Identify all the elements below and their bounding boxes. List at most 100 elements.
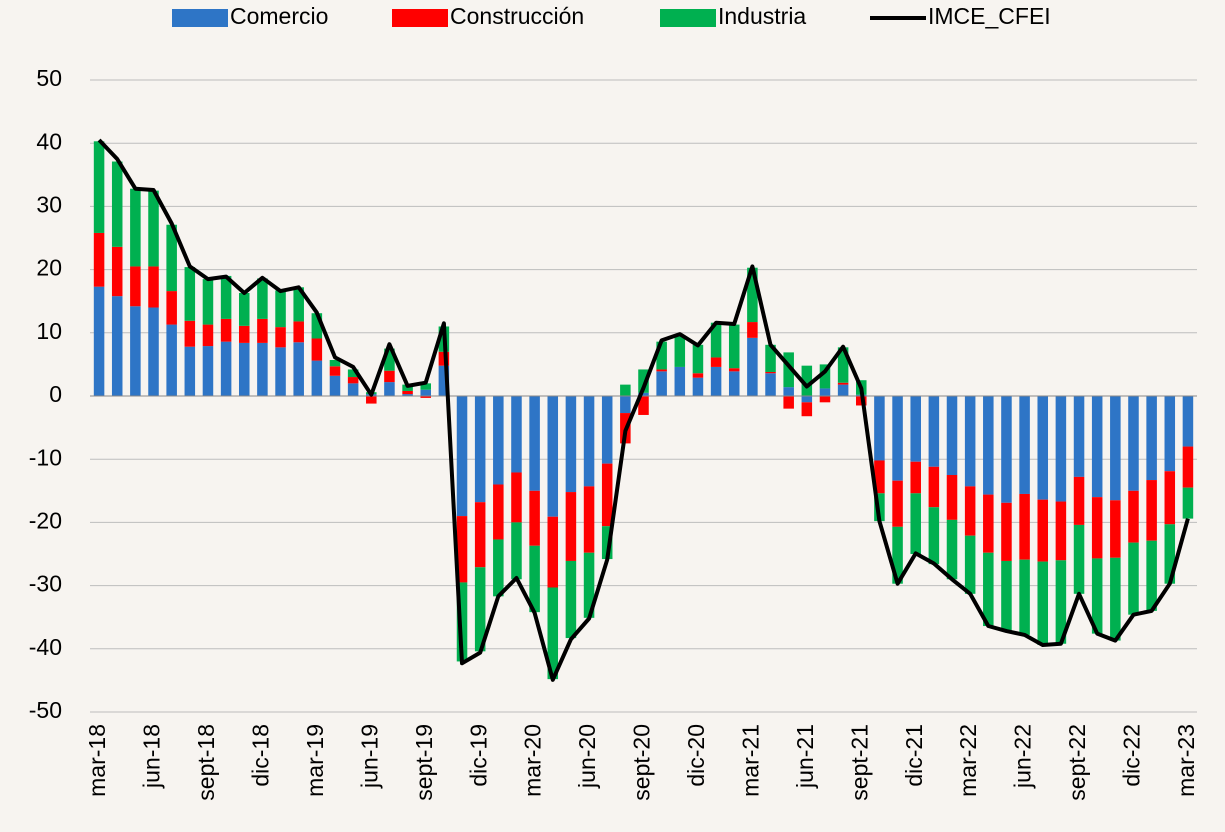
bar: [202, 279, 214, 325]
x-tick-label: jun-19: [356, 724, 382, 789]
bar: [910, 461, 921, 494]
bar: [529, 490, 540, 546]
bar: [1019, 396, 1030, 494]
bar: [474, 567, 486, 652]
y-tick-label: 10: [36, 318, 62, 344]
bar: [202, 346, 214, 396]
y-tick-label: -20: [29, 507, 62, 533]
bar: [1001, 396, 1012, 503]
bar: [347, 383, 359, 396]
x-tick-label: mar-22: [955, 724, 981, 797]
bar: [402, 394, 413, 396]
bar: [983, 396, 994, 495]
bar: [583, 552, 595, 618]
bar: [329, 359, 341, 367]
bar: [783, 352, 794, 388]
bar: [728, 371, 740, 396]
x-tick-label: mar-23: [1173, 724, 1199, 797]
bar: [565, 396, 577, 493]
bar: [311, 360, 323, 396]
bar: [474, 396, 486, 503]
bar: [710, 366, 722, 396]
legend-label: Construcción: [450, 3, 584, 29]
bar: [275, 347, 286, 396]
bar: [601, 396, 613, 464]
x-tick-label: dic-21: [901, 724, 927, 787]
bar: [166, 291, 177, 325]
bar: [420, 383, 431, 390]
x-tick-label: jun-22: [1010, 724, 1036, 789]
bar: [257, 318, 268, 343]
bar: [166, 324, 177, 396]
bar: [819, 388, 831, 396]
bar: [1037, 499, 1049, 562]
bar: [765, 344, 776, 372]
bar: [148, 190, 159, 267]
y-tick-label: -40: [29, 634, 62, 660]
bar: [130, 266, 141, 307]
bar: [801, 396, 813, 403]
bar: [184, 320, 196, 347]
bar: [801, 365, 813, 396]
bar: [583, 396, 595, 487]
bar: [529, 396, 540, 491]
bar: [402, 390, 413, 395]
bar: [638, 369, 649, 393]
bar: [819, 396, 831, 403]
bar: [1073, 396, 1085, 477]
bar: [148, 307, 159, 396]
bar: [1146, 480, 1157, 541]
bar: [1037, 561, 1049, 646]
bar: [1128, 490, 1139, 543]
x-tick-label: dic-18: [247, 724, 273, 787]
x-tick-label: sept-18: [193, 724, 219, 801]
bar: [928, 466, 940, 508]
bar: [601, 463, 613, 527]
bar: [329, 366, 341, 376]
bar: [1164, 396, 1176, 472]
legend-label: Comercio: [230, 3, 328, 29]
x-tick-label: jun-20: [574, 724, 600, 789]
bar: [1110, 500, 1121, 558]
bar: [747, 322, 758, 338]
bar: [1182, 396, 1194, 447]
bar: [474, 502, 486, 568]
bar: [293, 287, 304, 322]
bar: [1019, 559, 1030, 635]
bar: [692, 373, 704, 378]
bar: [347, 369, 359, 378]
bar: [747, 337, 758, 396]
bar: [493, 484, 504, 540]
bar: [438, 365, 450, 396]
bar: [493, 396, 504, 485]
line-series: [97, 138, 1190, 682]
y-tick-label: 30: [36, 191, 62, 217]
bar: [1001, 502, 1012, 561]
legend-label: IMCE_CFEI: [928, 3, 1051, 29]
bar: [1055, 560, 1067, 644]
bar: [892, 480, 903, 527]
bar: [946, 475, 958, 520]
legend-swatch: [392, 9, 448, 27]
bar: [710, 357, 722, 367]
bar: [456, 516, 468, 583]
bar: [329, 375, 341, 396]
bar: [511, 396, 522, 473]
x-tick-label: sept-19: [411, 724, 437, 801]
bar: [384, 348, 395, 371]
bar: [275, 290, 286, 328]
bar: [892, 526, 903, 584]
bar: [1055, 501, 1067, 561]
bar: [910, 493, 921, 554]
bar: [565, 560, 577, 639]
bar: [692, 377, 704, 396]
bar: [384, 370, 395, 383]
x-tick-label: sept-22: [1064, 724, 1090, 801]
x-tick-label: dic-22: [1119, 724, 1145, 787]
bar: [111, 161, 123, 247]
bar: [638, 392, 649, 396]
bar: [783, 396, 794, 409]
bar: [547, 516, 559, 588]
bar: [420, 389, 431, 396]
bar: [311, 338, 323, 361]
